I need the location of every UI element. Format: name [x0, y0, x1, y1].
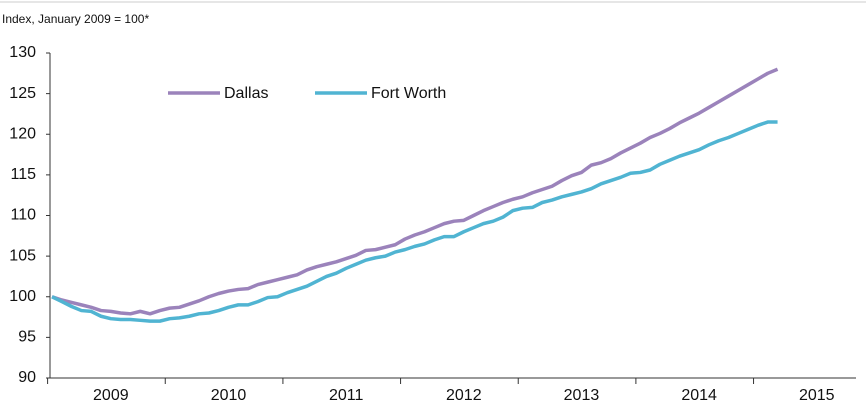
y-tick-label: 110 — [10, 207, 36, 224]
x-tick-label: 2012 — [446, 387, 482, 404]
x-tick-label: 2015 — [799, 387, 835, 404]
line-series — [51, 120, 778, 323]
y-tick-label: 90 — [18, 369, 36, 386]
y-tick-label: 120 — [9, 125, 36, 142]
line-series — [51, 67, 779, 316]
chart-subtitle: Index, January 2009 = 100* — [2, 12, 149, 26]
y-tick-label: 115 — [10, 166, 36, 183]
legend-label: Fort Worth — [371, 85, 446, 102]
legend-label: Dallas — [224, 85, 268, 102]
y-tick-label: 95 — [18, 329, 36, 346]
y-tick-label: 130 — [9, 44, 36, 61]
y-tick-label: 105 — [9, 247, 36, 264]
x-tick-label: 2011 — [329, 387, 364, 404]
x-tick-label: 2009 — [93, 387, 129, 404]
x-tick-label: 2013 — [564, 387, 600, 404]
x-tick-label: 2010 — [211, 387, 247, 404]
x-tick-label: 2014 — [681, 387, 717, 404]
y-tick-label: 125 — [9, 85, 36, 102]
y-tick-label: 100 — [9, 288, 36, 305]
